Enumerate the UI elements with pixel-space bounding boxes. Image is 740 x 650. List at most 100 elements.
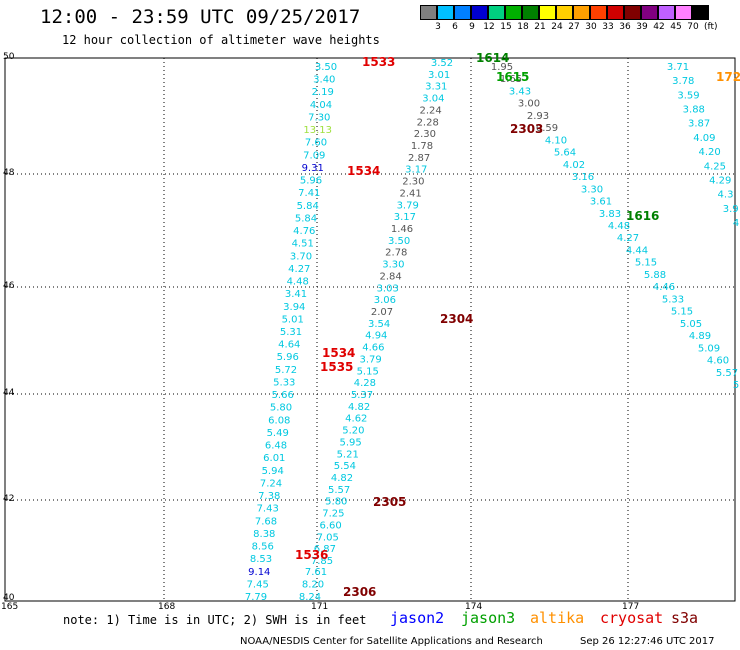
wave-height-value: 2.41 [399, 188, 421, 199]
wave-height-value: 4.10 [545, 135, 567, 146]
wave-height-value: 2.28 [417, 117, 439, 128]
wave-height-value: 7.30 [308, 113, 330, 124]
satellite-name-altika: altika [530, 609, 585, 627]
wave-height-value: 0.59 [536, 123, 558, 134]
wave-height-value: 2.07 [371, 307, 393, 318]
credit-text: NOAA/NESDIS Center for Satellite Applica… [240, 636, 543, 647]
wave-height-value: 5.15 [635, 258, 657, 269]
wave-height-value: 5.49 [267, 428, 289, 439]
pass-number-label: 1535 [320, 360, 354, 374]
wave-height-value: 5.96 [277, 352, 299, 363]
pass-number-label: 1614 [476, 51, 510, 65]
wave-height-value: 3.9 [723, 204, 739, 215]
wave-height-value: 7.24 [260, 478, 282, 489]
wave-height-value: 7.60 [305, 138, 327, 149]
wave-height-value: 5.05 [680, 319, 702, 330]
wave-height-value: 7.41 [298, 188, 320, 199]
wave-height-value: 4.51 [292, 239, 314, 250]
wave-height-value: 4.29 [709, 176, 731, 187]
latitude-label: 46 [3, 281, 15, 291]
wave-height-value: 5.84 [297, 201, 319, 212]
wave-height-value: 2.87 [408, 153, 430, 164]
wave-height-value: 5 [733, 380, 739, 391]
wave-height-value: 3.40 [313, 75, 335, 86]
plot-frame [4, 57, 736, 602]
pass-number-label: 2304 [440, 312, 474, 326]
wave-height-value: 3.17 [394, 212, 416, 223]
longitude-label: 165 [1, 602, 19, 612]
wave-height-value: 5.95 [339, 437, 361, 448]
legend-label: 24 [551, 22, 563, 32]
wave-height-value: 3.61 [590, 197, 612, 208]
wave-height-value: 6.08 [268, 415, 290, 426]
wave-height-value: 4.82 [331, 473, 353, 484]
pass-number-label: 2303 [510, 122, 544, 136]
latitude-label: 44 [3, 388, 15, 398]
wave-height-value: 5.33 [662, 294, 684, 305]
wave-height-value: 5.64 [554, 148, 576, 159]
wave-height-value: 4.27 [288, 264, 310, 275]
wave-height-value: 3.43 [509, 87, 531, 98]
wave-height-value: 9.31 [302, 163, 324, 174]
wave-height-value: 3.41 [285, 289, 307, 300]
wave-height-value: 5.72 [275, 365, 297, 376]
legend-swatch [505, 5, 522, 20]
wave-height-value: 8.56 [252, 542, 274, 553]
wave-height-value: 7.79 [245, 592, 267, 603]
wave-height-value: 7.25 [322, 509, 344, 520]
wave-height-value: 3.06 [374, 295, 396, 306]
wave-height-value: 2.78 [385, 248, 407, 259]
map-title: 12:00 - 23:59 UTC 09/25/2017 [40, 6, 361, 28]
longitude-label: 174 [465, 602, 483, 612]
wave-height-value: 3.94 [283, 302, 305, 313]
wave-height-value: 3.31 [425, 82, 447, 93]
wave-height-value: 7.85 [311, 556, 333, 567]
generated-timestamp: Sep 26 12:27:46 UTC 2017 [580, 636, 715, 647]
satellite-name-cryosat: cryosat [600, 609, 664, 627]
wave-height-value: 4.20 [698, 147, 720, 158]
legend-swatch [590, 5, 607, 20]
wave-height-value: 3.88 [683, 105, 705, 116]
legend-label: 39 [636, 22, 648, 32]
wave-height-value: 3.16 [572, 172, 594, 183]
wave-height-value: 4.62 [345, 414, 367, 425]
wave-height-value: 1.46 [391, 224, 413, 235]
legend-swatch [420, 5, 437, 20]
wave-height-value: 3.87 [688, 119, 710, 130]
wave-height-value: 7.68 [255, 516, 277, 527]
wave-height-value: 2.84 [379, 271, 401, 282]
wave-height-value: 4.27 [617, 233, 639, 244]
legend-label: 6 [452, 22, 458, 32]
legend-swatch [488, 5, 505, 20]
wave-height-value: 5.57 [716, 368, 738, 379]
wave-height-value: 3.70 [290, 251, 312, 262]
wave-height-value: 2.30 [414, 129, 436, 140]
legend-swatch [522, 5, 539, 20]
pass-number-label: 172 [716, 70, 740, 84]
wave-height-value: 6.48 [265, 441, 287, 452]
pass-number-label: 1533 [362, 55, 396, 69]
latitude-label: 48 [3, 168, 15, 178]
longitude-label: 177 [622, 602, 640, 612]
legend-swatch [471, 5, 488, 20]
legend-label: 21 [534, 22, 546, 32]
legend-swatch [658, 5, 675, 20]
wave-height-value: 5.20 [342, 426, 364, 437]
legend-label: 15 [500, 22, 512, 32]
wave-height-value: 3.83 [599, 209, 621, 220]
wave-height-value: 3.59 [677, 90, 699, 101]
wave-height-value: 9.14 [248, 567, 270, 578]
legend-unit: (ft) [704, 22, 718, 32]
legend-label: 3 [435, 22, 441, 32]
wave-height-value: 4.02 [563, 160, 585, 171]
latitude-label: 42 [3, 494, 15, 504]
legend-label: 30 [585, 22, 597, 32]
legend-label: 36 [619, 22, 631, 32]
wave-height-value: 5.80 [270, 403, 292, 414]
wave-height-value: 4.25 [704, 161, 726, 172]
wave-height-value: 6.87 [314, 544, 336, 555]
wave-height-value: 4.89 [689, 331, 711, 342]
satellite-name-jason3: jason3 [461, 609, 516, 627]
pass-number-label: 1534 [347, 164, 381, 178]
